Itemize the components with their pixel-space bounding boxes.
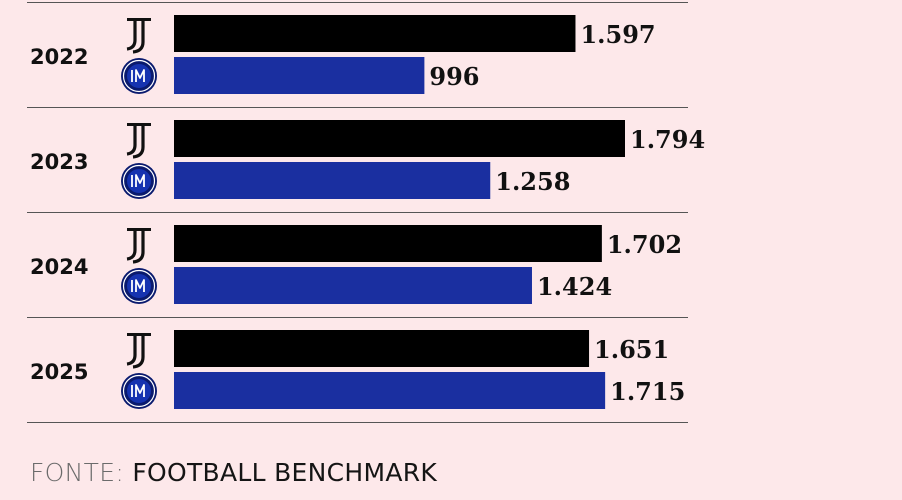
inter-bar [174,267,532,304]
juventus-value-label: 1.702 [607,230,682,259]
inter-value-label: 1.424 [537,272,612,301]
juventus-logo-icon [127,18,151,52]
juventus-bar [174,330,589,367]
juventus-value-label: 1.651 [594,335,669,364]
inter-value-label: 996 [429,62,479,91]
source-prefix: FONTE: [30,458,124,487]
inter-value-label: 1.258 [495,167,570,196]
juventus-value-label: 1.794 [630,125,705,154]
inter-logo-icon [121,373,157,409]
juventus-logo-icon [127,228,151,262]
inter-value-label: 1.715 [610,377,685,406]
inter-bar [174,57,424,94]
juventus-logo-icon [127,123,151,157]
inter-logo-icon [121,268,157,304]
inter-logo-icon [121,163,157,199]
juventus-bar [174,120,625,157]
juventus-logo-icon [127,333,151,367]
juventus-bar [174,225,602,262]
juventus-bar [174,15,575,52]
source-note: FONTE: FOOTBALL BENCHMARK [30,458,437,487]
inter-bar [174,162,490,199]
year-label: 2025 [30,360,88,384]
year-label: 2022 [30,45,88,69]
source-name: FOOTBALL BENCHMARK [132,458,437,487]
inter-bar [174,372,605,409]
bar-chart: 2022 1.597 996 2023 1.794 1.258 2024 1.702 1.424… [0,0,902,450]
year-label: 2023 [30,150,88,174]
juventus-value-label: 1.597 [580,20,655,49]
year-label: 2024 [30,255,88,279]
inter-logo-icon [121,58,157,94]
